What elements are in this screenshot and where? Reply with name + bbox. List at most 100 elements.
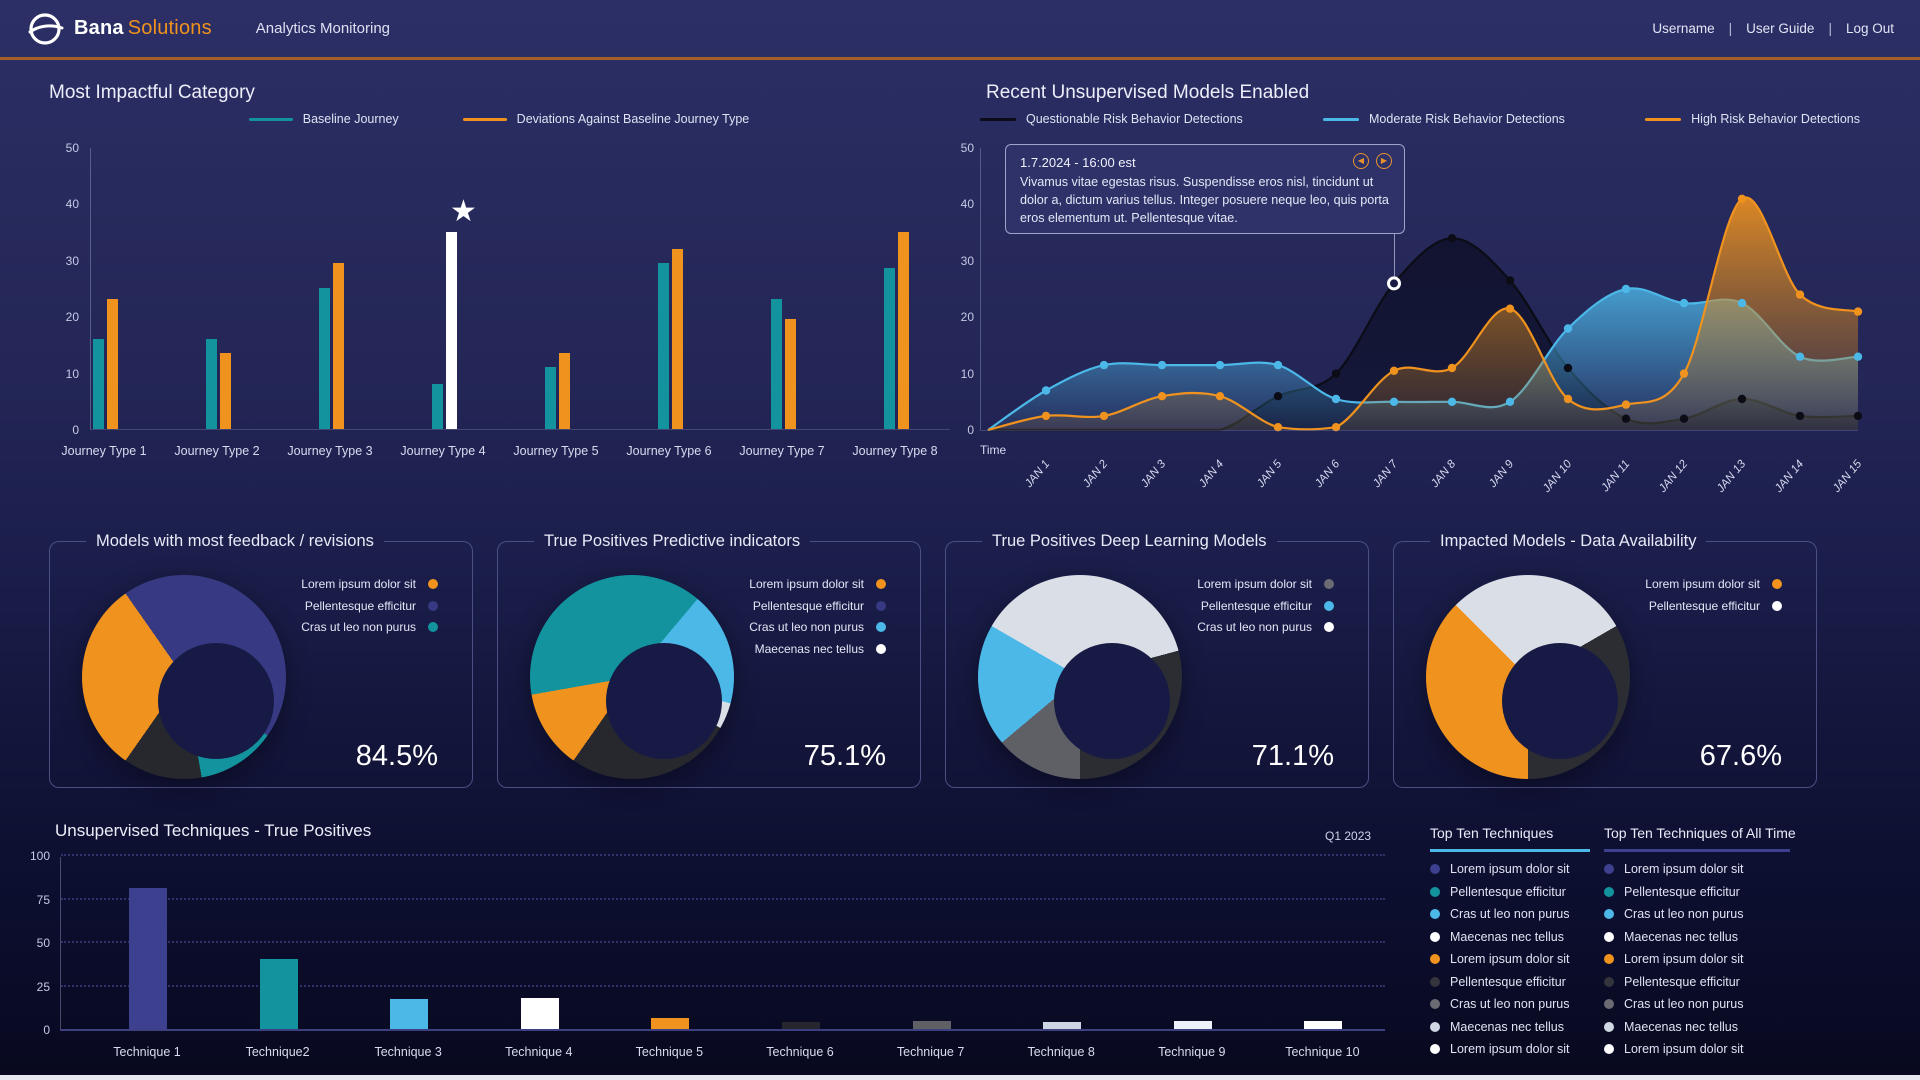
bar-group bbox=[92, 299, 118, 429]
y-axis-tick: 40 bbox=[65, 197, 79, 212]
gridline bbox=[61, 984, 1385, 987]
x-axis-category: Technique 3 bbox=[374, 1045, 442, 1059]
card-title: True Positives Predictive indicators bbox=[544, 532, 801, 550]
gridline bbox=[61, 941, 1385, 943]
technique-legend-item: Pellentesque efficitur bbox=[1430, 885, 1590, 899]
legend-swatch bbox=[1323, 117, 1359, 121]
donut-legend-item: Pellentesque efficitur bbox=[301, 599, 438, 613]
legend-label: Lorem ipsum dolor sit bbox=[301, 577, 416, 591]
donut-legend-item: Lorem ipsum dolor sit bbox=[301, 577, 438, 591]
y-axis-tick: 100 bbox=[29, 849, 50, 863]
legend-dot bbox=[1604, 999, 1614, 1009]
donut-chart bbox=[1426, 575, 1630, 779]
technique-legend-item: Maecenas nec tellus bbox=[1604, 930, 1790, 944]
data-point-marker bbox=[1273, 360, 1283, 370]
x-axis-category: Technique 5 bbox=[635, 1045, 704, 1059]
donut-card-deep-learning: True Positives Deep Learning Models Lore… bbox=[945, 532, 1369, 788]
legend-label: Maecenas nec tellus bbox=[754, 641, 864, 656]
data-point-marker bbox=[1621, 284, 1631, 294]
bar bbox=[1173, 1021, 1212, 1029]
donut-legend: Lorem ipsum dolor sit Pellentesque effici… bbox=[749, 577, 886, 663]
x-axis-label: JAN 9 bbox=[1486, 458, 1516, 491]
legend-swatch bbox=[980, 117, 1016, 121]
donut-percentage: 71.1% bbox=[1251, 740, 1334, 772]
legend-label: Cras ut leo non purus bbox=[749, 620, 864, 634]
donut-chart bbox=[82, 575, 286, 779]
donut-legend-item: Lorem ipsum dolor sit bbox=[749, 577, 886, 591]
donut-percentage: 67.6% bbox=[1699, 740, 1782, 772]
donut-legend: Lorem ipsum dolor sit Pellentesque effici… bbox=[1645, 577, 1782, 620]
tooltip-text: Vivamus vitae egestas risus. Suspendisse… bbox=[1020, 175, 1389, 225]
bar bbox=[205, 338, 217, 429]
legend-dot bbox=[1604, 954, 1614, 964]
x-axis-category: Technique 6 bbox=[766, 1045, 834, 1059]
data-point-marker bbox=[1099, 411, 1109, 421]
data-point-marker bbox=[1737, 298, 1747, 308]
bar-group bbox=[318, 262, 344, 429]
bar bbox=[219, 352, 231, 429]
chart-legend: Baseline Journey Deviations Against Basel… bbox=[49, 112, 949, 126]
legend-label: Lorem ipsum dolor sit bbox=[1450, 862, 1570, 876]
nav-username-link[interactable]: Username bbox=[1652, 21, 1715, 36]
series-area bbox=[988, 197, 1858, 430]
recent-unsupervised-models-chart: Recent Unsupervised Models Enabled Quest… bbox=[950, 78, 1905, 496]
donut-percentage: 75.1% bbox=[803, 740, 886, 772]
legend-label: Cras ut leo non purus bbox=[1450, 907, 1570, 921]
tooltip-next-button[interactable]: ▶ bbox=[1376, 153, 1392, 169]
technique-legend-item: Cras ut leo non purus bbox=[1430, 997, 1590, 1011]
data-point-marker bbox=[1621, 400, 1631, 409]
legend-label: Lorem ipsum dolor sit bbox=[1450, 952, 1570, 966]
bar-group bbox=[883, 231, 909, 429]
bar bbox=[431, 383, 443, 429]
y-axis-tick: 0 bbox=[72, 423, 79, 437]
x-axis-category: Technique 8 bbox=[1027, 1045, 1095, 1059]
legend-dot bbox=[1430, 999, 1440, 1009]
panel-title: Top Ten Techniques of All Time bbox=[1604, 825, 1796, 852]
x-axis-label: JAN 15 bbox=[1830, 458, 1864, 496]
nav-user-guide-link[interactable]: User Guide bbox=[1746, 21, 1815, 36]
top-ten-techniques-panel: Top Ten Techniques Lorem ipsum dolor sit… bbox=[1430, 825, 1590, 1065]
legend-label: Lorem ipsum dolor sit bbox=[1624, 862, 1744, 876]
donut-chart bbox=[530, 575, 734, 779]
bar bbox=[1043, 1022, 1082, 1029]
gridline bbox=[61, 897, 1385, 900]
data-point-marker bbox=[1331, 369, 1341, 378]
legend-label: Pellentesque efficitur bbox=[1624, 884, 1740, 899]
x-axis-category: Journey Type 7 bbox=[739, 444, 825, 458]
technique-legend-item: Pellentesque efficitur bbox=[1604, 885, 1790, 899]
top-nav-bar: Bana Solutions Analytics Monitoring Usern… bbox=[0, 0, 1920, 60]
horizontal-scrollbar[interactable] bbox=[0, 1075, 1920, 1080]
data-point-marker bbox=[1795, 352, 1805, 361]
nav-separator: | bbox=[1828, 21, 1832, 36]
data-point-marker bbox=[1331, 423, 1341, 432]
nav-log-out-link[interactable]: Log Out bbox=[1845, 21, 1894, 36]
donut-card-data-availability: Impacted Models - Data Availability Lore… bbox=[1393, 532, 1817, 788]
legend-swatch bbox=[248, 117, 293, 121]
data-point-marker bbox=[1853, 411, 1863, 421]
donut-card-predictive-indicators: True Positives Predictive indicators Lor… bbox=[497, 532, 921, 788]
data-point-marker bbox=[1215, 360, 1225, 370]
legend-dot bbox=[1430, 909, 1440, 919]
bar bbox=[651, 1017, 690, 1029]
data-point-marker bbox=[1041, 386, 1051, 395]
bar bbox=[332, 262, 344, 429]
legend-item: Baseline Journey bbox=[248, 112, 399, 126]
y-axis-tick: 20 bbox=[960, 310, 974, 325]
legend-label: Cras ut leo non purus bbox=[1450, 997, 1570, 1011]
x-axis-label: JAN 13 bbox=[1714, 458, 1748, 496]
data-point-marker bbox=[1737, 194, 1747, 203]
legend-label: Cras ut leo non purus bbox=[1624, 907, 1744, 921]
x-axis-label: JAN 8 bbox=[1428, 458, 1458, 491]
legend-label: Pellentesque efficitur bbox=[1200, 598, 1312, 613]
legend-label: Pellentesque efficitur bbox=[1624, 974, 1740, 989]
bar bbox=[390, 998, 429, 1029]
x-axis-category: Journey Type 8 bbox=[852, 444, 938, 458]
tooltip-prev-button[interactable]: ◀ bbox=[1353, 153, 1369, 169]
x-axis-label: JAN 3 bbox=[1138, 458, 1168, 491]
bar bbox=[558, 352, 570, 429]
legend-dot bbox=[428, 600, 438, 611]
chart-title: Recent Unsupervised Models Enabled bbox=[986, 82, 1310, 103]
legend-label: Pellentesque efficitur bbox=[752, 598, 864, 613]
technique-legend-item: Lorem ipsum dolor sit bbox=[1430, 862, 1590, 876]
legend-label: Questionable Risk Behavior Detections bbox=[1026, 112, 1243, 126]
